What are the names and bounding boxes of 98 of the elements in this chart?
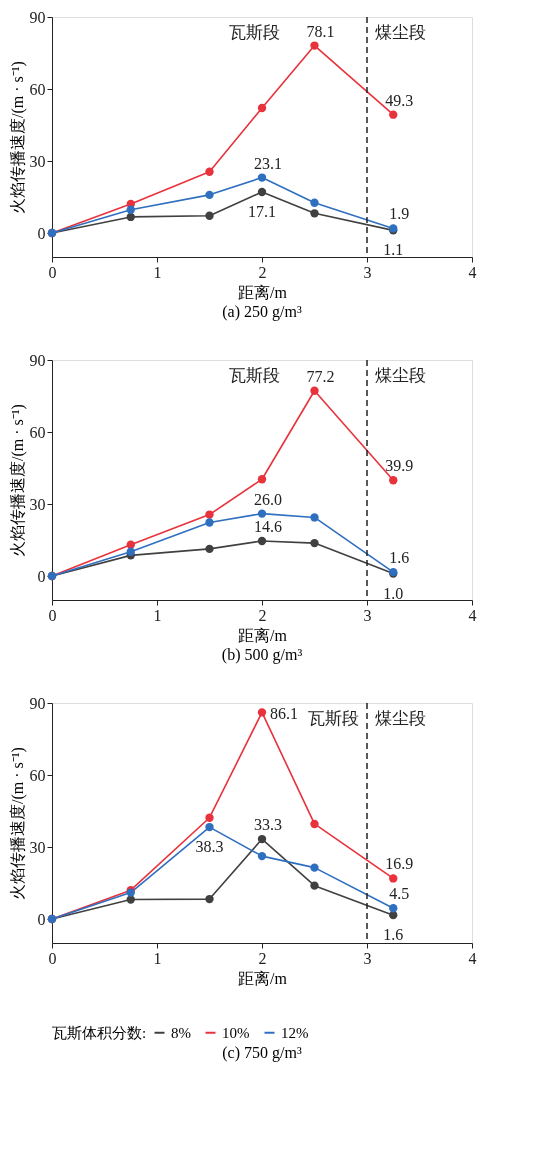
data-label: 16.9 bbox=[385, 855, 414, 873]
point bbox=[310, 513, 319, 522]
point bbox=[205, 894, 214, 904]
point bbox=[205, 211, 214, 220]
x-tick-label: 2 bbox=[258, 606, 267, 624]
point bbox=[126, 547, 135, 556]
x-tick-label: 4 bbox=[468, 606, 477, 624]
annotation: 瓦斯段 bbox=[229, 23, 281, 42]
point bbox=[310, 881, 319, 890]
x-axis-title: 距离/m bbox=[238, 283, 288, 301]
y-tick-label: 0 bbox=[37, 910, 46, 928]
point bbox=[205, 544, 214, 554]
x-tick-label: 3 bbox=[363, 606, 372, 624]
annotation: 煤尘段 bbox=[375, 709, 426, 728]
point bbox=[126, 212, 135, 222]
y-tick-label: 90 bbox=[29, 8, 46, 26]
data-label: 1.6 bbox=[383, 926, 404, 944]
data-label: 86.1 bbox=[270, 705, 298, 723]
y-axis-title: 火焰传播速度/(m · s⁻¹) bbox=[8, 61, 27, 214]
point bbox=[389, 110, 398, 119]
legend-title: 瓦斯体积分数: bbox=[52, 1025, 147, 1041]
data-label: 78.1 bbox=[306, 22, 335, 40]
point bbox=[310, 538, 319, 548]
y-tick-label: 30 bbox=[29, 495, 46, 513]
x-tick-label: 4 bbox=[468, 263, 477, 281]
legend-label: 12% bbox=[281, 1024, 309, 1041]
data-label: 1.9 bbox=[389, 205, 410, 223]
data-label: 23.1 bbox=[254, 154, 282, 172]
y-tick-label: 0 bbox=[37, 224, 46, 242]
annotation: 煤尘段 bbox=[375, 23, 426, 42]
point bbox=[205, 167, 214, 176]
x-tick-label: 0 bbox=[48, 263, 57, 281]
x-tick-label: 4 bbox=[468, 949, 477, 967]
annotation: 瓦斯段 bbox=[308, 709, 359, 728]
data-label: 77.2 bbox=[306, 367, 335, 385]
data-label: 38.3 bbox=[195, 838, 224, 856]
x-tick-label: 0 bbox=[48, 606, 57, 624]
y-tick-label: 0 bbox=[37, 567, 46, 585]
data-label: 1.0 bbox=[383, 584, 404, 602]
point bbox=[310, 41, 319, 50]
point bbox=[205, 518, 214, 527]
x-tick-label: 1 bbox=[153, 606, 162, 624]
x-tick-label: 3 bbox=[363, 263, 372, 281]
data-label: 4.5 bbox=[389, 885, 410, 903]
point bbox=[310, 386, 319, 395]
x-tick-label: 1 bbox=[153, 949, 162, 967]
x-tick-label: 2 bbox=[258, 949, 267, 967]
point bbox=[257, 475, 267, 484]
data-label: 49.3 bbox=[385, 91, 414, 109]
point bbox=[257, 851, 267, 861]
data-label: 39.9 bbox=[385, 457, 414, 475]
y-tick-label: 60 bbox=[29, 423, 46, 441]
point bbox=[310, 198, 319, 207]
y-tick-label: 60 bbox=[29, 80, 46, 98]
point bbox=[257, 834, 267, 844]
y-tick-label: 60 bbox=[29, 766, 46, 784]
text: (a) 250 g/m³ bbox=[222, 303, 302, 321]
point bbox=[257, 173, 267, 182]
y-tick-label: 90 bbox=[29, 694, 46, 712]
x-tick-label: 3 bbox=[363, 949, 372, 967]
point bbox=[310, 863, 319, 872]
text: (c) 750 g/m³ bbox=[222, 1044, 302, 1062]
data-label: 1.1 bbox=[383, 241, 404, 259]
point bbox=[310, 209, 319, 218]
legend-label: 10% bbox=[222, 1024, 250, 1041]
y-tick-label: 30 bbox=[29, 838, 46, 856]
point bbox=[257, 536, 267, 546]
annotation: 煤尘段 bbox=[375, 366, 426, 385]
x-axis-title: 距离/m bbox=[238, 969, 288, 987]
data-label: 1.6 bbox=[389, 549, 410, 567]
point bbox=[257, 187, 267, 197]
data-label: 33.3 bbox=[254, 816, 282, 834]
legend-label: 8% bbox=[171, 1024, 191, 1041]
data-label: 14.6 bbox=[254, 517, 282, 535]
point bbox=[205, 813, 214, 822]
point bbox=[389, 476, 398, 485]
point bbox=[257, 103, 267, 113]
y-axis-title: 火焰传播速度/(m · s⁻¹) bbox=[8, 747, 27, 900]
x-tick-label: 0 bbox=[48, 949, 57, 967]
point bbox=[205, 190, 214, 200]
point bbox=[257, 509, 267, 518]
y-axis-title: 火焰传播速度/(m · s⁻¹) bbox=[8, 404, 27, 557]
annotation: 瓦斯段 bbox=[229, 366, 281, 385]
point bbox=[257, 708, 267, 717]
text: (b) 500 g/m³ bbox=[221, 646, 303, 664]
data-label: 17.1 bbox=[248, 202, 276, 220]
point bbox=[389, 904, 398, 913]
point bbox=[126, 205, 135, 214]
point bbox=[126, 540, 135, 549]
point bbox=[205, 822, 214, 832]
y-tick-label: 90 bbox=[29, 351, 46, 369]
x-axis-title: 距离/m bbox=[238, 626, 288, 644]
data-label: 26.0 bbox=[254, 490, 282, 508]
point bbox=[310, 819, 319, 829]
x-tick-label: 1 bbox=[153, 263, 162, 281]
y-tick-label: 30 bbox=[29, 152, 46, 170]
x-tick-label: 2 bbox=[258, 263, 267, 281]
point bbox=[389, 874, 398, 883]
